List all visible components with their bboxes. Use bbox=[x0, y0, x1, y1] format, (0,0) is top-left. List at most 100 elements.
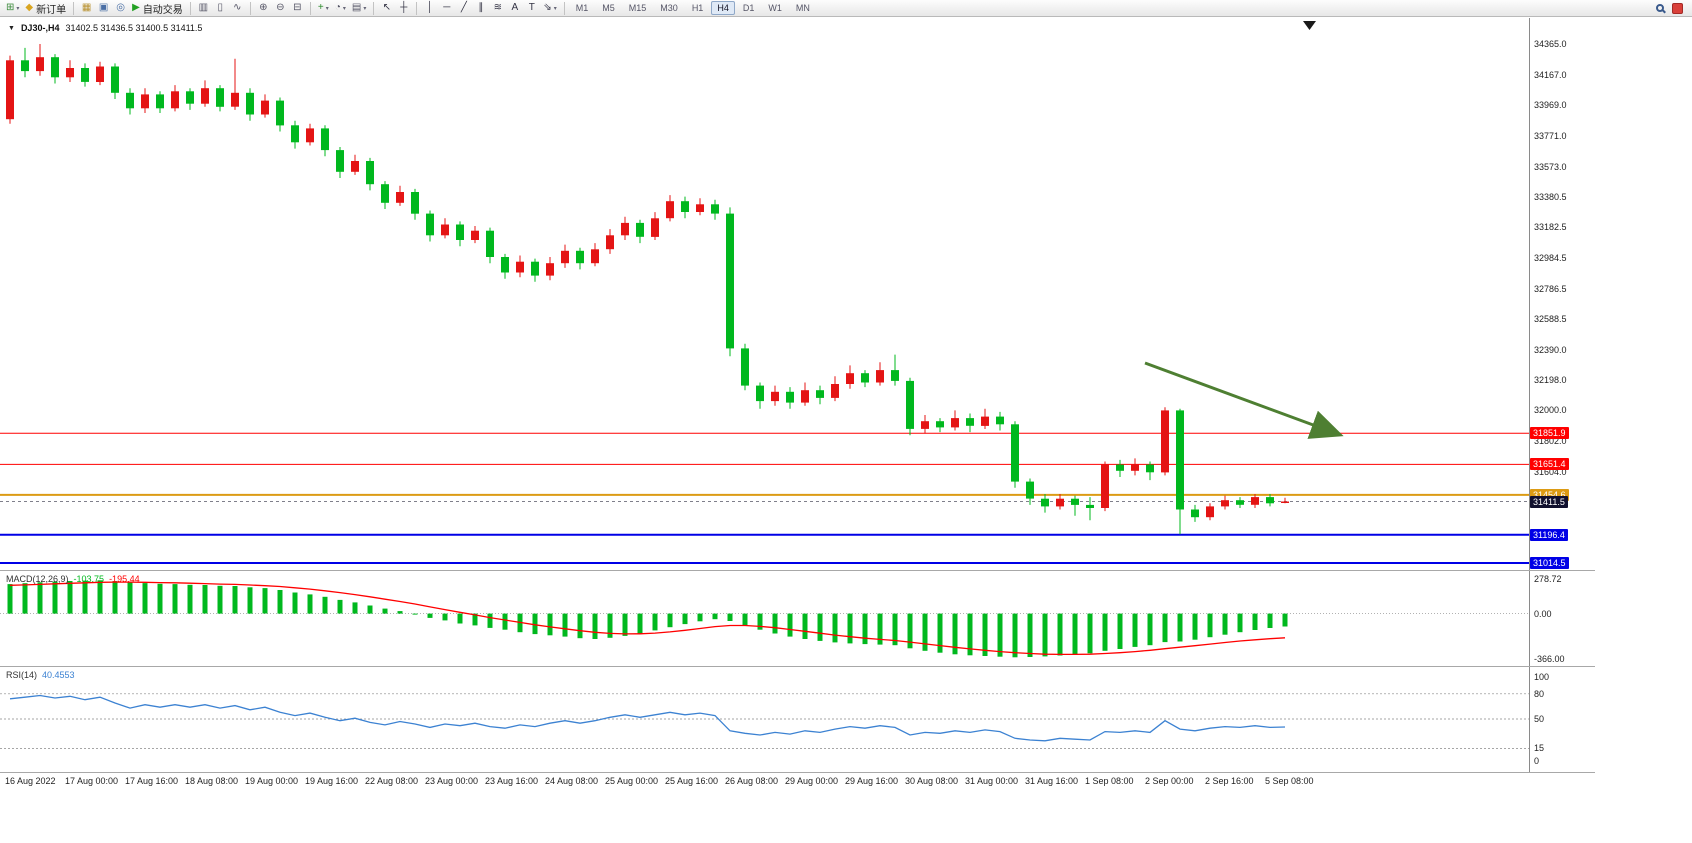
price-axis-label: 34167.0 bbox=[1534, 69, 1567, 80]
macd-panel[interactable] bbox=[0, 571, 1529, 667]
market-watch-button[interactable]: ▦ bbox=[78, 1, 95, 16]
timeframe-m1-button[interactable]: M1 bbox=[575, 3, 589, 13]
macd-scale-label: -366.00 bbox=[1534, 654, 1565, 664]
timeframe-h1-button[interactable]: H1 bbox=[691, 3, 704, 13]
time-axis-label: 25 Aug 16:00 bbox=[665, 776, 719, 786]
time-axis-label: 1 Sep 08:00 bbox=[1085, 776, 1134, 786]
rsi-scale-label: 100 bbox=[1534, 672, 1550, 682]
navigator-button[interactable]: ◎ bbox=[112, 1, 129, 16]
timeframe-m30-button[interactable]: M30 bbox=[660, 3, 678, 13]
timeframe-h4-button[interactable]: H4 bbox=[711, 1, 735, 15]
time-axis-line bbox=[0, 772, 1595, 773]
data-window-icon: ▣ bbox=[98, 2, 109, 13]
arrows-icon: ⇘ bbox=[543, 2, 552, 13]
zoom-out-icon: ⊖ bbox=[276, 2, 285, 13]
time-axis-label: 29 Aug 00:00 bbox=[785, 776, 839, 786]
sep4 bbox=[309, 1, 311, 15]
label-button[interactable]: T bbox=[523, 1, 540, 16]
timeframe-toolbar: M1 M5 M15 M30 H1 H4 D1 W1 MN bbox=[569, 0, 817, 17]
market-watch-icon: ▦ bbox=[81, 2, 92, 13]
autotrading-button-label: 自动交易 bbox=[142, 4, 183, 16]
data-window-button[interactable]: ▣ bbox=[95, 1, 112, 16]
time-axis-label: 31 Aug 00:00 bbox=[965, 776, 1019, 786]
notifications-icon[interactable] bbox=[1672, 2, 1683, 14]
autotrading-button[interactable]: ▶ 自动交易 bbox=[129, 1, 186, 16]
trend-arrow bbox=[1144, 361, 1344, 439]
rsi-value: 40.4553 bbox=[42, 670, 75, 680]
cursor-icon: ↖ bbox=[382, 2, 392, 13]
price-line-badge: 31196.4 bbox=[1530, 528, 1568, 541]
time-axis-label: 18 Aug 08:00 bbox=[185, 776, 239, 786]
rsi-name: RSI(14) bbox=[6, 670, 38, 680]
time-axis-label: 25 Aug 00:00 bbox=[605, 776, 659, 786]
channel-button[interactable]: ∥ bbox=[472, 1, 489, 16]
vertical-line-button[interactable]: │ bbox=[421, 1, 438, 16]
macd-scale-label: 0.00 bbox=[1534, 608, 1552, 619]
time-axis-label: 5 Sep 08:00 bbox=[1265, 776, 1314, 786]
new-order-button[interactable]: ◆ 新订单 bbox=[22, 1, 69, 16]
timeframe-m15-button[interactable]: M15 bbox=[628, 3, 647, 13]
candlestick-chart[interactable] bbox=[0, 18, 1529, 571]
horizontal-line-icon: ─ bbox=[443, 2, 451, 13]
price-axis-label: 33380.5 bbox=[1534, 191, 1567, 202]
templates-button[interactable]: ▤ ▾ bbox=[349, 1, 369, 16]
macd-main-value: -103.75 bbox=[73, 574, 105, 584]
toolbar-buttons: ⊞ ▾ ◆ 新订单 ▦ ▣ ◎ ▶ 自动交易 ▥ ▯ ∿ ⊕ ⊖ ⊟ + ▾ ◔ ▾ ▤ ▾ ↖ ┼ │ ─ ╱ ∥ ≋ A T ⇘ ▾ bbox=[3, 0, 569, 17]
text-icon: A bbox=[511, 2, 519, 13]
time-axis-label: 26 Aug 08:00 bbox=[725, 776, 779, 786]
sep3 bbox=[249, 1, 251, 15]
price-axis-label: 31802.0 bbox=[1534, 436, 1567, 447]
zoom-in-button[interactable]: ⊕ bbox=[255, 1, 272, 16]
timeframe-d1-button[interactable]: D1 bbox=[742, 3, 755, 13]
timeframe-w1-button[interactable]: W1 bbox=[768, 3, 782, 13]
new-chart-button[interactable]: ⊞ ▾ bbox=[3, 1, 22, 16]
periods-button[interactable]: ◔ ▾ bbox=[332, 1, 349, 16]
fibonacci-button[interactable]: ≋ bbox=[489, 1, 506, 16]
dropdown-caret-icon: ▾ bbox=[363, 5, 367, 12]
new-chart-icon: ⊞ bbox=[6, 2, 15, 13]
text-button[interactable]: A bbox=[506, 1, 523, 16]
macd-panel-separator[interactable] bbox=[0, 570, 1595, 571]
search-icon[interactable] bbox=[1656, 4, 1664, 12]
horizontal-line-button[interactable]: ─ bbox=[438, 1, 455, 16]
cursor-button[interactable]: ↖ bbox=[378, 1, 395, 16]
crosshair-icon: ┼ bbox=[400, 2, 408, 13]
line-chart-button[interactable]: ∿ bbox=[229, 1, 246, 16]
new-order-button-label: 新订单 bbox=[36, 4, 67, 16]
bar-chart-button[interactable]: ▥ bbox=[195, 1, 212, 16]
time-axis-label: 29 Aug 16:00 bbox=[845, 776, 899, 786]
price-line-badge: 31651.4 bbox=[1530, 458, 1569, 471]
time-axis-label: 23 Aug 16:00 bbox=[485, 776, 539, 786]
chart-symbol-period: DJ30-,H4 bbox=[20, 23, 60, 33]
trendline-button[interactable]: ╱ bbox=[455, 1, 472, 16]
rsi-pan[interactable] bbox=[0, 667, 1529, 772]
sep6 bbox=[416, 1, 418, 15]
chart-collapse-icon[interactable]: ▼ bbox=[8, 24, 15, 32]
zoom-out-button[interactable]: ⊖ bbox=[272, 1, 289, 16]
rsi-scale-label: 80 bbox=[1534, 688, 1545, 699]
timeframe-m5-button[interactable]: M5 bbox=[602, 3, 615, 13]
indicators-button[interactable]: + ▾ bbox=[315, 1, 332, 16]
chart-title: ▼ DJ30-,H4 31402.5 31436.5 31400.5 31411… bbox=[8, 23, 202, 33]
rsi-scale-label: 15 bbox=[1534, 743, 1545, 754]
trendline-icon: ╱ bbox=[460, 2, 467, 13]
zoom-in-icon: ⊕ bbox=[259, 2, 268, 13]
indicators-icon: + bbox=[317, 2, 324, 13]
timeframe-mn-button[interactable]: MN bbox=[795, 3, 810, 13]
vertical-line-icon: │ bbox=[426, 2, 433, 13]
time-axis-label: 2 Sep 00:00 bbox=[1145, 776, 1194, 786]
rsi-panel-separator[interactable] bbox=[0, 666, 1595, 667]
arrows-button[interactable]: ⇘ ▾ bbox=[540, 1, 559, 16]
price-axis-label: 32198.0 bbox=[1534, 374, 1567, 385]
crosshair-button[interactable]: ┼ bbox=[395, 1, 412, 16]
tile-windows-button[interactable]: ⊟ bbox=[289, 1, 306, 16]
candlestick-button[interactable]: ▯ bbox=[212, 1, 229, 16]
bid-price-badge: 31411.5 bbox=[1530, 495, 1568, 508]
price-axis-label: 32984.5 bbox=[1534, 252, 1567, 263]
autotrading-icon: ▶ bbox=[132, 2, 140, 13]
channel-icon: ∥ bbox=[478, 2, 484, 13]
toolbar-right bbox=[1656, 2, 1689, 14]
sep7 bbox=[563, 1, 565, 15]
